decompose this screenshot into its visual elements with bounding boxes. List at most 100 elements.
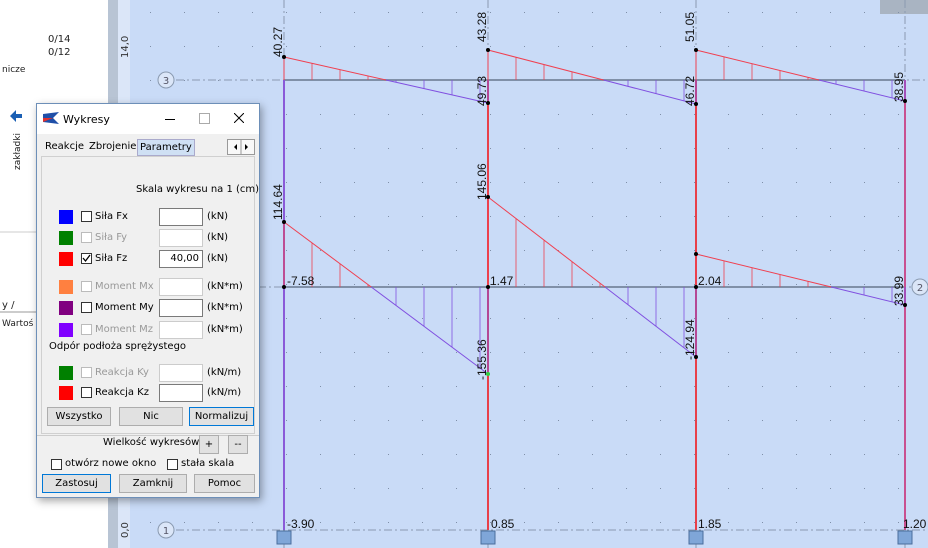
grid-dot: [558, 284, 559, 285]
row-label: Moment My: [95, 302, 154, 313]
checkbox[interactable]: [81, 232, 92, 243]
grid-dot: [796, 12, 797, 13]
value-input[interactable]: [159, 384, 203, 402]
grid-dot: [898, 114, 899, 115]
grid-dot: [558, 420, 559, 421]
grid-dot: [320, 12, 321, 13]
grid-dot: [286, 250, 287, 251]
checkbox[interactable]: [81, 367, 92, 378]
value-input[interactable]: [159, 299, 203, 317]
grid-dot: [354, 12, 355, 13]
value-input[interactable]: 40,00: [159, 250, 203, 268]
grid-dot: [864, 114, 865, 115]
panel-tab[interactable]: zakładki: [13, 133, 23, 170]
minimize-button[interactable]: [165, 119, 175, 120]
tab-scroll[interactable]: [227, 139, 255, 155]
value-input[interactable]: [159, 229, 203, 247]
grid-dot: [388, 454, 389, 455]
maximize-button[interactable]: [199, 113, 210, 124]
help-button[interactable]: Pomoc: [194, 474, 255, 493]
grid-dot: [626, 250, 627, 251]
grid-dot: [558, 182, 559, 183]
close-dialog-button[interactable]: Zamknij: [119, 474, 187, 493]
value-input[interactable]: [159, 208, 203, 226]
grid-dot: [388, 352, 389, 353]
grid-dot: [660, 182, 661, 183]
tab[interactable]: Zbrojenie: [89, 141, 137, 152]
grid-dot: [558, 454, 559, 455]
grid-dot: [762, 12, 763, 13]
diagram-line: [818, 79, 906, 102]
grid-dot: [626, 148, 627, 149]
grid-dot: [592, 148, 593, 149]
grid-dot: [864, 522, 865, 523]
grid-dot: [558, 488, 559, 489]
grid-dot: [830, 148, 831, 149]
grid-dot: [490, 182, 491, 183]
grid-dot: [762, 114, 763, 115]
diagram-line: [283, 56, 387, 81]
checkbox[interactable]: [81, 253, 92, 264]
option-label: stała skala: [181, 458, 235, 469]
size-plus-button[interactable]: +: [199, 435, 219, 454]
size-minus-button[interactable]: --: [228, 435, 248, 454]
value-input[interactable]: [159, 364, 203, 382]
select-all-button[interactable]: Wszystko: [47, 407, 111, 426]
value-label: 145.06: [475, 163, 489, 200]
scrollbar: [880, 0, 928, 14]
apply-button[interactable]: Zastosuj: [42, 474, 111, 493]
grid-dot: [422, 488, 423, 489]
panel-tab[interactable]: y /: [2, 300, 15, 311]
grid-dot: [898, 420, 899, 421]
value-input[interactable]: [159, 321, 203, 339]
force-diagrams: [283, 49, 906, 375]
grid-dot: [592, 488, 593, 489]
grid-dot: [354, 250, 355, 251]
grid-dot: [694, 12, 695, 13]
arrow-icon[interactable]: [10, 110, 22, 122]
panel-tab[interactable]: Wartoś: [2, 318, 34, 329]
grid-dot: [898, 250, 899, 251]
checkbox[interactable]: [81, 211, 92, 222]
value-label: 38.95: [892, 72, 906, 102]
grid-dot: [694, 420, 695, 421]
grid-dot: [252, 12, 253, 13]
grid-dot: [456, 488, 457, 489]
grid-dot: [830, 216, 831, 217]
tab-active[interactable]: Parametry: [137, 139, 195, 156]
grid-dot: [320, 114, 321, 115]
checkbox[interactable]: [81, 281, 92, 292]
grid-dot: [626, 488, 627, 489]
grid-dot: [524, 420, 525, 421]
checkbox[interactable]: [81, 324, 92, 335]
grid-dot: [456, 522, 457, 523]
grid-dot: [898, 182, 899, 183]
grid-dot: [388, 250, 389, 251]
checkbox[interactable]: [167, 459, 178, 470]
select-none-button[interactable]: Nic: [119, 407, 183, 426]
grid-dot: [728, 46, 729, 47]
grid-dot: [694, 318, 695, 319]
grid-dot: [694, 216, 695, 217]
grid-dot: [864, 352, 865, 353]
color-swatch: [59, 386, 73, 400]
grid-dot: [592, 46, 593, 47]
checkbox[interactable]: [51, 459, 62, 470]
checkbox[interactable]: [81, 302, 92, 313]
grid-dot: [320, 352, 321, 353]
grid-dot: [830, 250, 831, 251]
grid-dot: [626, 46, 627, 47]
grid-dot: [796, 420, 797, 421]
grid-dot: [592, 114, 593, 115]
grid-dot: [388, 12, 389, 13]
tab[interactable]: Reakcje: [45, 141, 84, 152]
normalize-button[interactable]: Normalizuj: [189, 407, 254, 426]
checkbox[interactable]: [81, 387, 92, 398]
grid-dot: [388, 522, 389, 523]
grid-dot: [456, 216, 457, 217]
grid-dot: [524, 284, 525, 285]
value-input[interactable]: [159, 278, 203, 296]
grid-dot: [286, 318, 287, 319]
grid-dot: [762, 420, 763, 421]
close-button[interactable]: [234, 113, 244, 123]
